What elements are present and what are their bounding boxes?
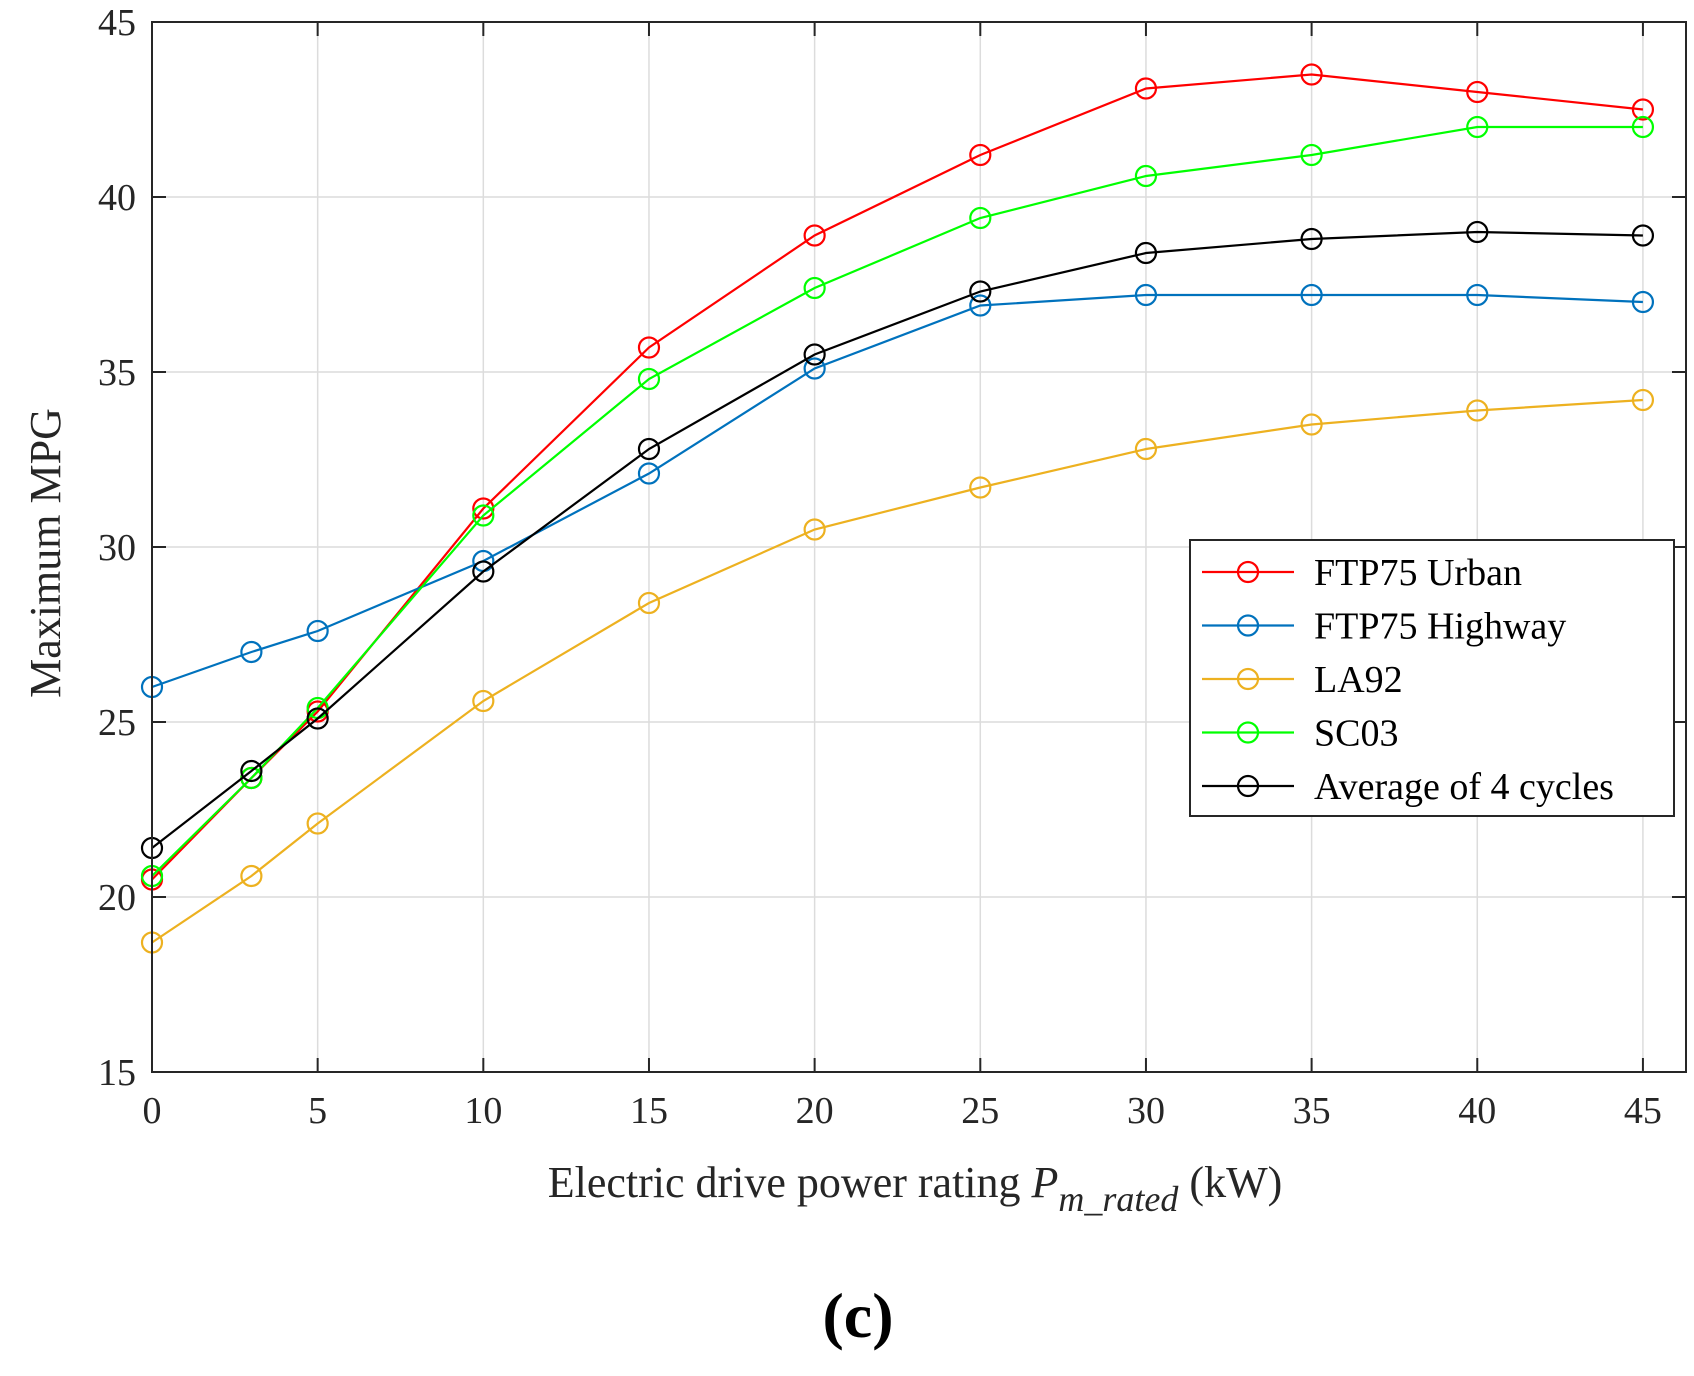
data-point	[1631, 290, 1655, 314]
data-point	[803, 276, 826, 300]
data-point	[969, 294, 992, 317]
x-axis-label-subscript: m_rated	[1058, 1179, 1179, 1219]
data-point	[637, 591, 661, 615]
x-axis-label-variable: P	[1031, 1158, 1059, 1207]
data-point	[803, 224, 826, 247]
series-line-ftp75-highway	[151, 293, 1643, 689]
legend-entry: Average of 4 cycles	[1202, 766, 1614, 808]
x-tick-label: 45	[1624, 1090, 1662, 1132]
x-axis-label-suffix: (kW)	[1178, 1158, 1282, 1207]
data-point	[1466, 283, 1489, 307]
data-point	[803, 357, 826, 380]
data-point	[969, 280, 992, 303]
x-axis-ticks: 0 5 10 15 20 25 30 35 40 45	[143, 22, 1662, 1132]
data-point	[1466, 399, 1489, 422]
data-point	[1134, 437, 1158, 461]
x-tick-label: 20	[796, 1090, 834, 1132]
data-point	[1466, 115, 1489, 139]
legend: FTP75 Urban FTP75 Highway LA92 SC03 Average …	[1189, 539, 1675, 817]
x-tick-label: 5	[308, 1090, 327, 1132]
x-tick-label: 35	[1293, 1090, 1331, 1132]
legend-marker	[1236, 774, 1260, 798]
y-tick-label: 40	[98, 177, 136, 219]
data-point	[240, 640, 263, 664]
data-point	[1300, 227, 1323, 251]
data-point	[637, 437, 661, 461]
data-point	[1631, 224, 1655, 247]
panel-label: (c)	[822, 1280, 893, 1351]
y-axis-label: Maximum MPG	[21, 408, 70, 698]
data-point	[1466, 220, 1489, 244]
series-line-la92	[151, 398, 1643, 944]
legend-label: FTP75 Urban	[1314, 552, 1522, 594]
data-point	[637, 336, 661, 359]
data-point	[969, 143, 992, 167]
data-point	[1134, 241, 1158, 265]
legend-label: SC03	[1314, 713, 1398, 755]
data-point	[1631, 388, 1655, 412]
series-average-of-4-cycles	[140, 220, 1655, 860]
legend-entry: FTP75 Urban	[1202, 552, 1522, 594]
x-tick-label: 15	[630, 1090, 668, 1132]
data-point	[472, 689, 495, 713]
series-line-ftp75-urban	[151, 73, 1644, 881]
y-tick-label: 20	[98, 877, 136, 919]
series-line-average-of-4-cycles	[151, 230, 1643, 849]
data-point	[969, 476, 992, 499]
data-point	[1134, 283, 1158, 307]
x-tick-label: 0	[143, 1090, 162, 1132]
x-tick-label: 10	[464, 1090, 502, 1132]
y-tick-label: 45	[98, 2, 136, 44]
data-point	[306, 707, 329, 730]
x-tick-label: 25	[961, 1090, 999, 1132]
legend-marker	[1236, 560, 1260, 584]
data-point	[240, 759, 263, 783]
legend-label: Average of 4 cycles	[1314, 766, 1614, 808]
data-point	[1300, 63, 1323, 86]
series-lines	[140, 63, 1655, 954]
series-line-sc03	[151, 125, 1643, 877]
data-point	[1466, 80, 1489, 104]
y-tick-label: 30	[98, 527, 136, 569]
data-point	[1300, 143, 1323, 167]
data-point	[472, 560, 495, 583]
legend-label: LA92	[1314, 659, 1403, 701]
x-tick-label: 30	[1127, 1090, 1165, 1132]
data-point	[1631, 98, 1655, 121]
data-point	[1631, 115, 1655, 139]
legend-entry: SC03	[1202, 713, 1398, 755]
x-axis-label: Electric drive power rating Pm_rated (kW…	[548, 1158, 1283, 1219]
legend-marker	[1236, 614, 1260, 637]
y-tick-label: 25	[98, 702, 136, 744]
y-axis-ticks: 15 20 25 30 35 40 45	[98, 2, 1686, 1094]
data-point	[472, 504, 495, 527]
data-point	[1134, 77, 1158, 100]
series-ftp75-urban	[140, 63, 1655, 891]
y-tick-label: 35	[98, 352, 136, 394]
x-tick-label: 40	[1458, 1090, 1496, 1132]
data-point	[637, 367, 661, 391]
legend-marker	[1236, 721, 1260, 744]
legend-marker	[1236, 667, 1260, 691]
data-point	[1300, 413, 1323, 436]
series-sc03	[140, 115, 1655, 888]
y-tick-label: 15	[98, 1052, 136, 1094]
legend-label: FTP75 Highway	[1314, 606, 1566, 648]
data-point	[803, 518, 826, 541]
data-point	[306, 619, 329, 643]
legend-entry: FTP75 Highway	[1202, 606, 1566, 648]
data-point	[969, 206, 992, 230]
data-point	[306, 812, 329, 835]
data-point	[1300, 283, 1323, 307]
legend-entry: LA92	[1202, 659, 1403, 701]
x-axis-label-prefix: Electric drive power rating	[548, 1158, 1032, 1207]
data-point	[637, 462, 661, 485]
data-point	[1134, 164, 1158, 188]
data-point	[240, 864, 263, 888]
data-point	[803, 343, 826, 366]
